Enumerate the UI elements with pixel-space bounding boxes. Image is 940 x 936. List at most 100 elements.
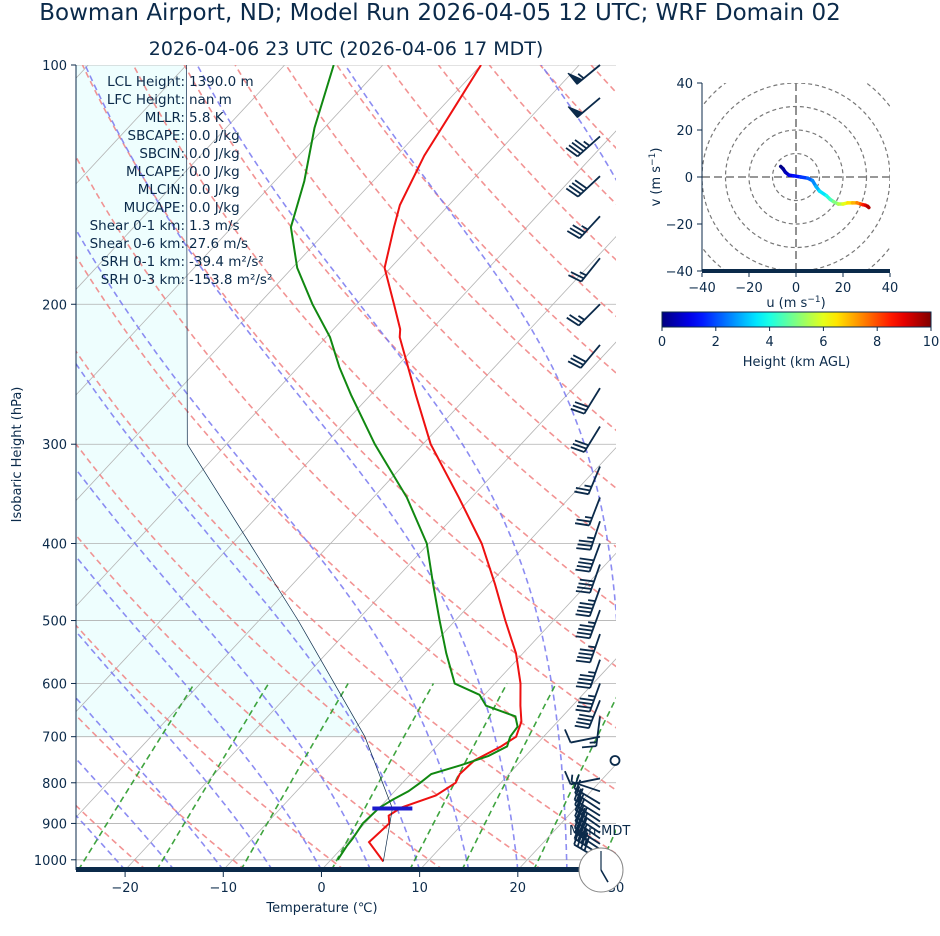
moist-adiabat — [196, 65, 568, 870]
wind-barb — [574, 802, 601, 834]
hodo-ring — [748, 129, 844, 225]
stat-value: 0.0 J/kg — [189, 182, 240, 198]
barb-full — [578, 627, 593, 632]
wind-barb — [574, 466, 601, 496]
stat-value: 0.0 J/kg — [189, 200, 240, 216]
barb-half — [577, 73, 585, 80]
x-axis-spine — [76, 867, 616, 872]
barb-full — [576, 832, 583, 847]
y-tick-label: 400 — [42, 538, 67, 553]
skew-t-grid — [76, 65, 940, 870]
stat-label: Shear 0-1 km: — [90, 218, 185, 234]
barb-staff — [588, 543, 601, 572]
stat-label: SBCIN: — [139, 146, 185, 162]
clock-label: Mon-MDT — [569, 824, 630, 839]
hodo-y-tick-label: −40 — [666, 265, 693, 280]
hodo-ring — [771, 152, 821, 202]
barb-full — [580, 807, 588, 822]
barb-full — [579, 673, 595, 678]
barb-staff — [576, 135, 601, 158]
barb-flag — [567, 106, 584, 119]
isotherm — [714, 65, 940, 870]
barb-full — [580, 834, 587, 849]
wind-barb — [573, 786, 601, 817]
hodo-y-tick-label: 0 — [685, 171, 693, 186]
wind-barb — [564, 729, 601, 744]
mixing-ratio-line — [77, 683, 196, 870]
barb-staff — [578, 303, 601, 327]
cape-shade-group — [76, 65, 365, 737]
dry-adiabat — [234, 65, 616, 490]
hodograph: −40 −20 0 20 40 40 20 0 −20 −40 u (m s−1) v (m s−1) — [648, 77, 898, 311]
barb-staff — [588, 497, 601, 526]
stat-label: LCL Height: — [107, 74, 185, 90]
wind-barb — [566, 215, 601, 240]
barb-full — [566, 316, 580, 327]
stat-label: LFC Height: — [107, 92, 185, 108]
barb-staff — [578, 215, 601, 239]
stat-value: 1.3 m/s — [189, 218, 240, 234]
barb-staff — [570, 777, 601, 786]
dry-adiabat — [336, 65, 616, 374]
barb-half — [584, 515, 593, 519]
y-tick-label: 200 — [42, 298, 67, 313]
wind-barb — [575, 633, 601, 664]
barb-full — [574, 401, 589, 408]
x-tick-label: 20 — [510, 881, 527, 896]
moist-adiabat — [84, 65, 519, 870]
barb-full — [579, 648, 595, 652]
barb-half — [577, 315, 585, 321]
barb-staff — [577, 175, 601, 198]
colorbar-tick-label: 2 — [712, 335, 720, 350]
barb-full — [581, 745, 597, 749]
wind-barb — [575, 564, 601, 594]
barb-full — [580, 829, 588, 844]
isotherm — [124, 341, 616, 870]
wind-barb — [575, 543, 601, 573]
barb-full — [578, 677, 593, 682]
temperature-line — [367, 65, 523, 863]
y-tick-label: 700 — [42, 731, 67, 746]
x-tick-label: 10 — [411, 881, 428, 896]
isotherm — [419, 658, 616, 870]
barb-full — [579, 578, 595, 583]
wind-barb — [575, 683, 601, 713]
barb-full — [579, 624, 594, 628]
y-tick-label: 100 — [42, 59, 67, 74]
dry-adiabat — [76, 155, 616, 729]
barb-staff — [573, 787, 601, 805]
profile-clip-group — [186, 65, 523, 863]
barb-staff — [588, 587, 601, 617]
wind-barb — [574, 699, 601, 730]
barb-full — [580, 823, 588, 838]
barb-staff — [588, 683, 601, 712]
clock-hour-hand — [600, 869, 609, 883]
barb-full — [576, 721, 591, 726]
isotherm — [321, 552, 616, 870]
wind-barb — [568, 257, 601, 283]
barb-staff — [574, 820, 601, 840]
isotherm — [76, 65, 580, 607]
barb-full — [575, 568, 590, 573]
hodograph-colorbar: 0 2 4 6 8 10 Height (km AGL) — [658, 311, 940, 370]
wind-barb — [574, 807, 601, 840]
colorbar-tick-label: 4 — [765, 335, 773, 350]
barb-full — [569, 227, 583, 237]
isotherm — [76, 235, 616, 818]
cin-cape-shading — [76, 65, 365, 737]
colorbar-tick-label: 10 — [923, 335, 940, 350]
wind-barb — [576, 520, 601, 551]
isotherm — [222, 447, 616, 870]
x-tick-label: −20 — [111, 881, 138, 896]
wind-barb — [570, 426, 601, 453]
wind-barb — [575, 609, 601, 640]
y-tick-label: 500 — [42, 615, 67, 630]
dry-adiabat — [76, 254, 616, 791]
barb-full — [577, 543, 592, 547]
y-tick-label: 600 — [42, 677, 67, 692]
barb-full — [578, 701, 593, 706]
barb-full — [570, 357, 584, 366]
barb-full — [572, 404, 587, 412]
wind-barb — [581, 716, 601, 749]
